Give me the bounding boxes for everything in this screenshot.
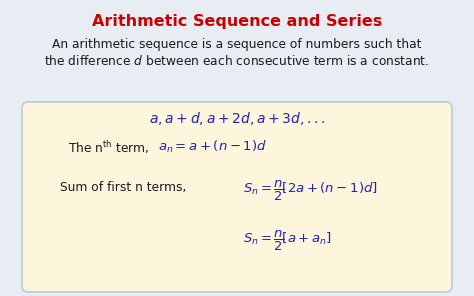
Text: $\mathit{a},\mathit{a}+\mathit{d},\mathit{a}+2\mathit{d},\mathit{a}+3\mathit{d},: $\mathit{a},\mathit{a}+\mathit{d},\mathi… (149, 110, 325, 127)
Text: $\mathit{S}_{n}=\dfrac{n}{2}\!\left[\mathit{a}+\mathit{a}_{n}\right]$: $\mathit{S}_{n}=\dfrac{n}{2}\!\left[\mat… (243, 229, 332, 253)
Text: Sum of first n terms,: Sum of first n terms, (60, 181, 194, 194)
FancyBboxPatch shape (22, 102, 452, 292)
Text: $\mathit{S}_{n}=\dfrac{n}{2}\!\left[2\mathit{a}+(n-1)\mathit{d}\right]$: $\mathit{S}_{n}=\dfrac{n}{2}\!\left[2\ma… (243, 179, 378, 203)
Text: The n$^{\mathsf{th}}$ term,: The n$^{\mathsf{th}}$ term, (68, 139, 155, 156)
Text: An arithmetic sequence is a sequence of numbers such that: An arithmetic sequence is a sequence of … (52, 38, 422, 51)
Text: Arithmetic Sequence and Series: Arithmetic Sequence and Series (92, 14, 382, 29)
Text: $\mathit{a}_{n}=\mathit{a}+(n-1)\mathit{d}$: $\mathit{a}_{n}=\mathit{a}+(n-1)\mathit{… (158, 139, 267, 155)
Text: the difference $\mathit{d}$ between each consecutive term is a constant.: the difference $\mathit{d}$ between each… (45, 54, 429, 68)
